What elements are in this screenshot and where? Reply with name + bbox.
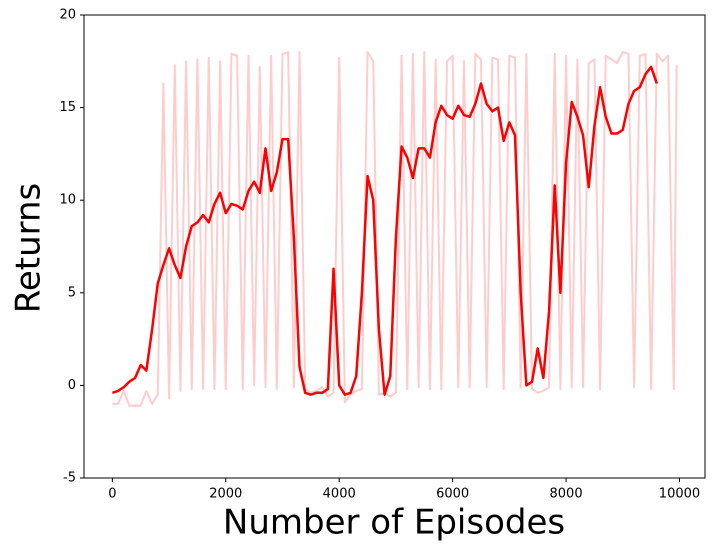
y-tick-label: 0 bbox=[68, 378, 76, 393]
x-tick-label: 4000 bbox=[323, 487, 356, 502]
x-tick-label: 10000 bbox=[659, 487, 700, 502]
x-tick-label: 6000 bbox=[436, 487, 469, 502]
y-tick-label: 20 bbox=[59, 8, 76, 23]
x-tick-label: 2000 bbox=[209, 487, 242, 502]
y-tick-label: 10 bbox=[59, 193, 76, 208]
y-axis-title: Returns bbox=[9, 183, 49, 314]
series-line bbox=[111, 65, 658, 396]
x-tick-label: 8000 bbox=[550, 487, 583, 502]
y-tick-label: 15 bbox=[59, 100, 76, 115]
series-line bbox=[112, 51, 678, 407]
y-tick-label: 5 bbox=[68, 285, 76, 300]
y-tick-label: -5 bbox=[63, 471, 76, 486]
x-axis-title: Number of Episodes bbox=[223, 503, 565, 543]
plot-frame bbox=[83, 14, 706, 479]
x-tick-label: 0 bbox=[108, 487, 116, 502]
